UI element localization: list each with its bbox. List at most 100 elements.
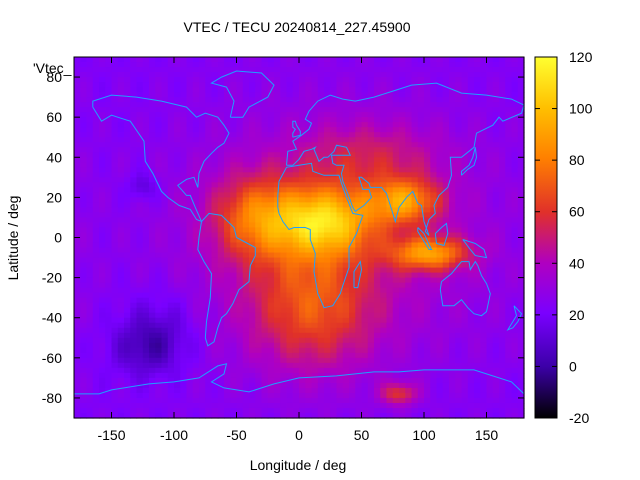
heatmap-cell xyxy=(461,332,469,339)
heatmap-cell xyxy=(305,367,313,374)
heatmap-cell xyxy=(442,357,450,364)
heatmap-cell xyxy=(374,217,381,224)
heatmap-cell xyxy=(436,147,444,153)
heatmap-cell xyxy=(311,397,319,404)
heatmap-cell xyxy=(255,292,263,299)
heatmap-cell xyxy=(117,397,125,404)
heatmap-cell xyxy=(230,57,238,63)
heatmap-cell xyxy=(330,102,338,108)
heatmap-cell xyxy=(224,167,231,173)
heatmap-cell xyxy=(486,262,494,269)
heatmap-cell xyxy=(417,357,425,364)
heatmap-cell xyxy=(417,172,425,178)
heatmap-cell xyxy=(480,307,488,314)
heatmap-cell xyxy=(136,372,144,379)
heatmap-cell xyxy=(80,92,88,98)
heatmap-cell xyxy=(124,112,131,118)
heatmap-cell xyxy=(336,357,344,364)
heatmap-cell xyxy=(224,202,231,209)
heatmap-cell xyxy=(161,272,169,279)
heatmap-cell xyxy=(124,192,131,198)
heatmap-cell xyxy=(192,242,200,249)
heatmap-cell xyxy=(280,282,288,289)
heatmap-cell xyxy=(261,97,269,103)
heatmap-cell xyxy=(224,237,231,244)
heatmap-cell xyxy=(80,342,88,349)
heatmap-cell xyxy=(355,377,363,384)
heatmap-cell xyxy=(386,232,394,239)
heatmap-cell xyxy=(324,202,331,209)
heatmap-cell xyxy=(86,277,94,284)
heatmap-cell xyxy=(286,182,294,188)
heatmap-cell xyxy=(74,102,81,108)
heatmap-cell xyxy=(492,127,500,133)
heatmap-cell xyxy=(92,287,100,294)
heatmap-cell xyxy=(449,97,456,103)
heatmap-cell xyxy=(361,147,369,153)
heatmap-cell xyxy=(161,387,169,394)
heatmap-cell xyxy=(211,387,219,394)
heatmap-cell xyxy=(224,272,231,279)
heatmap-cell xyxy=(242,112,250,118)
heatmap-cell xyxy=(486,117,494,123)
heatmap-cell xyxy=(111,202,119,209)
heatmap-cell xyxy=(386,397,394,404)
heatmap-cell xyxy=(292,167,300,173)
heatmap-cell xyxy=(424,77,431,83)
heatmap-cell xyxy=(80,222,88,229)
heatmap-cell xyxy=(374,112,381,118)
heatmap-cell xyxy=(442,312,450,319)
heatmap-cell xyxy=(211,207,219,214)
heatmap-cell xyxy=(280,197,288,203)
heatmap-cell xyxy=(205,292,213,299)
heatmap-cell xyxy=(224,247,231,254)
heatmap-cell xyxy=(311,162,319,168)
heatmap-cell xyxy=(261,202,269,209)
heatmap-cell xyxy=(105,397,113,404)
heatmap-cell xyxy=(474,237,481,244)
heatmap-cell xyxy=(474,202,481,209)
heatmap-cell xyxy=(99,207,106,214)
heatmap-cell xyxy=(467,382,475,389)
heatmap-cell xyxy=(361,117,369,123)
heatmap-cell xyxy=(280,187,288,193)
heatmap-cell xyxy=(342,382,350,389)
heatmap-cell xyxy=(74,62,81,68)
heatmap-cell xyxy=(292,287,300,294)
heatmap-cell xyxy=(449,397,456,404)
heatmap-cell xyxy=(311,177,319,183)
heatmap-cell xyxy=(405,262,413,269)
heatmap-cell xyxy=(442,202,450,209)
heatmap-cell xyxy=(136,317,144,324)
heatmap-cell xyxy=(480,337,488,344)
heatmap-cell xyxy=(380,377,388,384)
heatmap-cell xyxy=(117,77,125,83)
heatmap-cell xyxy=(274,92,281,98)
heatmap-cell xyxy=(330,72,338,78)
heatmap-cell xyxy=(492,207,500,214)
heatmap-cell xyxy=(142,252,150,259)
heatmap-cell xyxy=(380,342,388,349)
heatmap-cell xyxy=(142,247,150,254)
heatmap-cell xyxy=(499,397,506,404)
heatmap-cell xyxy=(267,247,275,254)
heatmap-cell xyxy=(92,112,100,118)
heatmap-cell xyxy=(449,312,456,319)
heatmap-cell xyxy=(161,322,169,329)
heatmap-cell xyxy=(455,347,463,354)
heatmap-cell xyxy=(149,292,156,299)
heatmap-cell xyxy=(511,247,519,254)
heatmap-cell xyxy=(236,147,244,153)
heatmap-cell xyxy=(224,172,231,178)
heatmap-cell xyxy=(149,377,156,384)
heatmap-cell xyxy=(324,67,331,73)
heatmap-cell xyxy=(192,202,200,209)
heatmap-cell xyxy=(430,217,438,224)
heatmap-cell xyxy=(92,62,100,68)
heatmap-cell xyxy=(105,67,113,73)
heatmap-cell xyxy=(274,232,281,239)
heatmap-cell xyxy=(505,127,513,133)
heatmap-cell xyxy=(361,267,369,274)
heatmap-cell xyxy=(117,322,125,329)
